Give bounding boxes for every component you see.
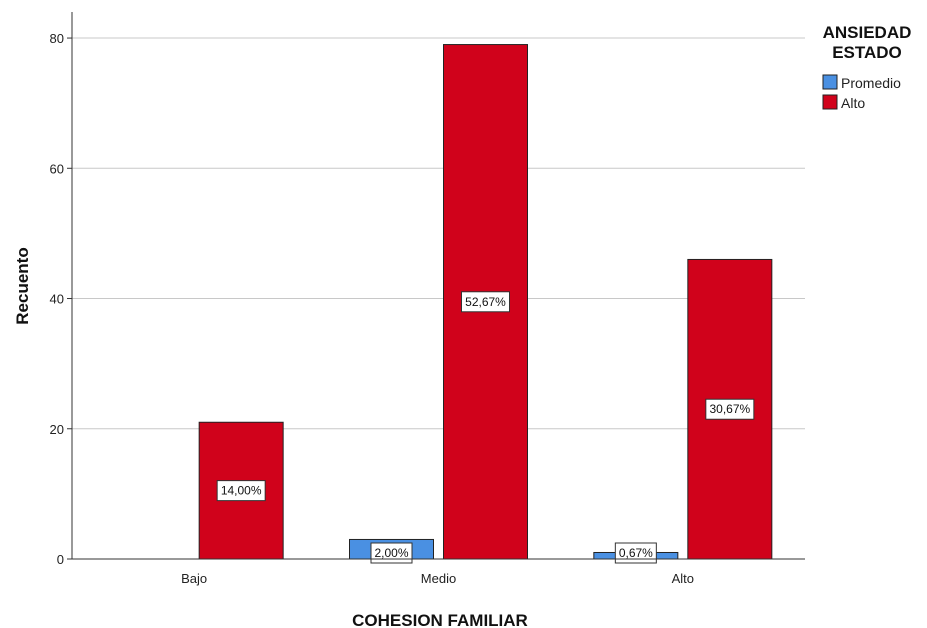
data-labels: 14,00% 2,00% 52,67% 0,67% 30,67% [216,291,755,564]
data-label-box-alto-alto [705,398,755,420]
data-label-box-promedio-alto [614,542,657,564]
x-tick-label-bajo: Bajo [181,571,207,586]
data-label-box-alto-bajo [216,480,266,502]
y-tick-label-80: 80 [50,31,64,46]
x-tick-label-alto: Alto [672,571,694,586]
data-label-promedio-alto: 0,67% [619,546,653,560]
y-tick-label-40: 40 [50,292,64,307]
axes: 0 20 40 60 80 Bajo Medio Alto [50,12,805,586]
y-tick-label-60: 60 [50,161,64,176]
data-label-box-promedio-medio [370,542,413,564]
legend-label-promedio: Promedio [841,75,901,91]
legend-label-alto: Alto [841,95,865,111]
y-axis-title: Recuento [13,247,32,324]
y-tick-label-20: 20 [50,422,64,437]
legend-title-line-1: ANSIEDAD [823,23,912,42]
x-axis-title: COHESION FAMILIAR [352,611,528,628]
y-tick-label-0: 0 [57,552,64,567]
legend-title-line-2: ESTADO [832,43,902,62]
gridlines [72,37,805,430]
data-label-alto-medio: 52,67% [465,295,506,309]
x-tick-label-medio: Medio [421,571,456,586]
legend: ANSIEDAD ESTADO Promedio Alto [822,23,912,111]
legend-swatch-alto [822,94,838,110]
data-label-box-alto-medio [461,291,510,313]
data-label-promedio-medio: 2,00% [374,546,408,560]
data-label-alto-alto: 30,67% [709,402,750,416]
legend-swatch-promedio [822,74,838,90]
data-label-alto-bajo: 14,00% [221,484,262,498]
